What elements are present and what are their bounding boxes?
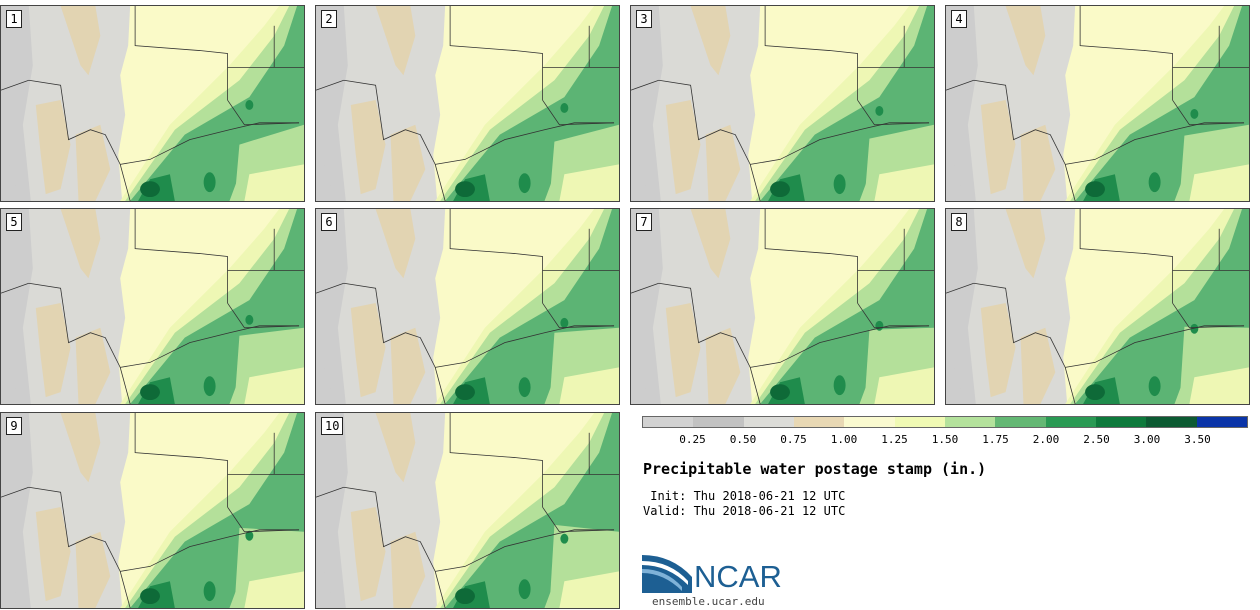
member-map: 2 [315, 5, 620, 202]
colorbar-tick: 0.25 [679, 433, 706, 446]
member-map: 9 [0, 412, 305, 609]
member-map: 3 [630, 5, 935, 202]
ncar-logo-text: NCAR [694, 559, 782, 594]
member-label: 2 [321, 10, 337, 28]
init-time: Init: Thu 2018-06-21 12 UTC [643, 489, 846, 503]
colorbar [642, 416, 1248, 428]
colorbar-tick: 1.25 [881, 433, 908, 446]
colorbar-tick-labels: 0.25 0.50 0.75 1.00 1.25 1.50 1.75 2.00 2.50 3.00… [642, 433, 1248, 447]
member-label: 8 [951, 213, 967, 231]
logo-url: ensemble.ucar.edu [652, 595, 765, 608]
member-label: 9 [6, 417, 22, 435]
member-label: 10 [321, 417, 344, 435]
colorbar-segment [995, 417, 1046, 427]
member-map: 5 [0, 208, 305, 405]
colorbar-tick: 3.00 [1133, 433, 1161, 446]
colorbar-tick: 1.75 [982, 433, 1009, 446]
colorbar-tick: 0.50 [729, 433, 757, 446]
member-map: 8 [945, 208, 1250, 405]
colorbar-segment [894, 417, 945, 427]
member-map: 6 [315, 208, 620, 405]
colorbar-tick: 0.75 [780, 433, 807, 446]
member-map: 1 [0, 5, 305, 202]
colorbar-tick: 2.00 [1032, 433, 1060, 446]
colorbar-tick: 1.50 [931, 433, 959, 446]
colorbar-segment [1045, 417, 1096, 427]
member-label: 4 [951, 10, 967, 28]
colorbar-segment [643, 417, 694, 427]
member-map: 10 [315, 412, 620, 609]
colorbar-segment [1196, 417, 1247, 427]
member-map: 4 [945, 5, 1250, 202]
member-map: 7 [630, 208, 935, 405]
colorbar-tick: 2.50 [1083, 433, 1110, 446]
valid-time: Valid: Thu 2018-06-21 12 UTC [643, 504, 846, 518]
ncar-logo-icon [642, 555, 692, 593]
member-label: 6 [321, 213, 337, 231]
colorbar-segment [844, 417, 895, 427]
member-label: 5 [6, 213, 22, 231]
member-label: 3 [636, 10, 652, 28]
colorbar-segment [1095, 417, 1147, 427]
colorbar-segment [1146, 417, 1197, 427]
colorbar-segment [944, 417, 996, 427]
member-label: 1 [6, 10, 22, 28]
colorbar-tick: 3.50 [1184, 433, 1211, 446]
colorbar-tick: 1.00 [830, 433, 858, 446]
plot-title: Precipitable water postage stamp (in.) [643, 460, 987, 478]
colorbar-segment [743, 417, 794, 427]
colorbar-segment [693, 417, 744, 427]
member-label: 7 [636, 213, 652, 231]
colorbar-segment [793, 417, 845, 427]
